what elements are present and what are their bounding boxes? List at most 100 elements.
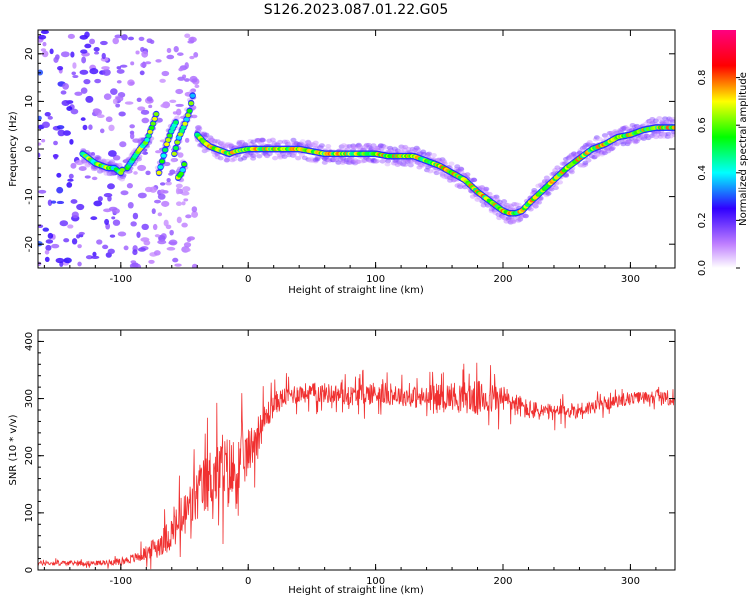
spectrogram-noise-cell [152,223,158,231]
spectrogram-noise-cell [108,124,115,132]
spectrogram-branch-core-cell [180,167,186,172]
spectrogram-noise-cell [136,97,142,102]
spectrogram-ridge-halo-cell [203,132,210,138]
spectrogram-noise-cell [60,51,70,58]
spectrogram-ridge-halo-cell [458,167,465,172]
spectrogram-ridge-halo-cell [299,139,306,144]
spectrogram-noise-cell [111,216,116,220]
spectrogram-branch-core-cell [190,93,196,98]
spectrogram-noise-cell [78,231,85,236]
spectrogram-noise-cell [185,214,192,219]
spectrogram-noise-cell [129,132,135,140]
spectrogram-noise-cell [117,231,127,237]
spectrogram-branch-core-cell [147,129,153,134]
y-tick-label: 10 [24,95,35,108]
spectrogram-noise-cell [107,150,117,157]
spectrogram-noise-cell [183,198,189,202]
colorbar-tick-label: 0.8 [697,70,708,86]
spectrogram-noise-cell [127,36,135,41]
spectrogram-noise-cell [38,189,47,194]
spectrogram-ridge-halo-cell [486,191,493,197]
spectrogram-noise-cell [78,166,87,172]
spectrogram-noise-cell [45,239,54,244]
spectrogram-branch-core-cell [161,153,167,158]
spectrogram-branch-core-cell [180,125,187,130]
spectrogram-noise-cell [108,206,118,211]
spectrogram-noise-cell [96,114,105,119]
colorbar-tick-label: 0.6 [697,117,708,133]
spectrogram-branch-core-cell [173,120,179,125]
spectrogram-noise-cell [169,99,177,104]
spectrogram-noise-cell [139,70,145,76]
spectrogram-ridge-halo-cell [501,199,508,204]
spectrogram-ridge-halo-cell [382,145,389,150]
spectrogram-noise-cell [184,78,190,82]
spectrogram-noise-cell [135,50,140,55]
spectrogram-noise-cell [89,38,96,45]
spectrogram-noise-cell [41,121,50,128]
spectrogram-branch-core-cell [162,147,168,152]
spectrogram-noise-cell [66,181,73,188]
spectrogram-ridge-halo-cell [535,200,542,205]
spectrogram-noise-cell [110,88,118,95]
spectrogram-ridge-halo-cell [318,143,325,148]
spectrogram-noise-cell [104,218,110,226]
spectrogram-ridge-halo-cell [557,180,564,185]
spectrogram-ridge-halo-cell [462,184,469,190]
spectrogram-branch-halo-cell [109,171,116,177]
spectrogram-noise-cell [140,62,147,68]
spectrogram-ridge-halo-cell [545,191,552,196]
spectrogram-noise-cell [173,45,179,53]
spectrogram-noise-cell [94,78,102,84]
spectrogram-noise-cell [181,222,188,228]
spectrogram-noise-cell [45,244,52,251]
spectrogram-noise-cell [141,50,149,58]
spectrogram-noise-cell [135,263,142,268]
spectrogram-noise-cell [157,193,166,200]
spectrogram-branch-core-cell [164,142,170,147]
spectrogram-noise-cell [175,88,184,95]
spectrogram-noise-cell [153,250,161,256]
snr-panel: -100 0 100 200 300 0 100 200 300 400 Height of s… [8,329,676,596]
spectrogram-noise-cell [178,67,184,72]
spectrogram-noise-cell [161,70,170,77]
spectrogram-noise-cell [120,190,129,196]
spectrogram-noise-cell [93,51,100,55]
spectrogram-noise-cell [141,117,150,124]
spectrogram-noise-cell [69,138,74,145]
spectrogram-noise-cell [97,196,103,202]
spectrogram-noise-cell [154,234,161,238]
spectrogram-noise-cell [184,137,190,143]
spectrogram-noise-cell [67,224,74,229]
spectrogram-noise-cell [67,178,74,182]
spectrogram-noise-cell [161,200,170,207]
spectrogram-noise-cell [47,199,53,206]
spectrogram-noise-cell [155,59,162,63]
spectrogram-ridge-halo-cell [543,175,550,180]
spectrogram-ridge-halo-cell [527,207,534,212]
spectrogram-noise-cell [101,66,110,71]
spectrogram-branch-core-cell [157,165,164,170]
spectrogram-noise-cell [146,96,153,102]
spectrogram-noise-cell [56,186,64,194]
spectrogram-noise-cell [38,261,42,266]
x-tick-label: 300 [621,576,640,587]
spectrogram-noise-cell [181,201,186,206]
spectrogram-noise-cell [57,65,64,71]
spectrogram-noise-cell [165,181,172,186]
spectrogram-noise-cell [76,203,85,211]
spectrogram-noise-cell [159,189,166,194]
spectrogram-branch-core-cell [178,171,184,176]
colorbar-tick-label: 0.2 [697,212,708,228]
spectrogram-noise-cell [175,108,182,116]
spectrogram-noise-cell [53,140,58,146]
spectrogram-noise-cell [38,152,41,158]
spectrogram-noise-cell [186,248,191,252]
spectrogram-noise-cell [60,90,67,95]
spectrogram-noise-cell [38,142,42,146]
spectrogram-noise-cell [194,84,200,89]
spectrogram-branch-core-cell [150,121,156,126]
spectrogram-noise-cell [143,240,151,246]
spectrogram-branch-core-cell [187,108,193,113]
spectrogram-ridge-halo-cell [596,136,603,142]
